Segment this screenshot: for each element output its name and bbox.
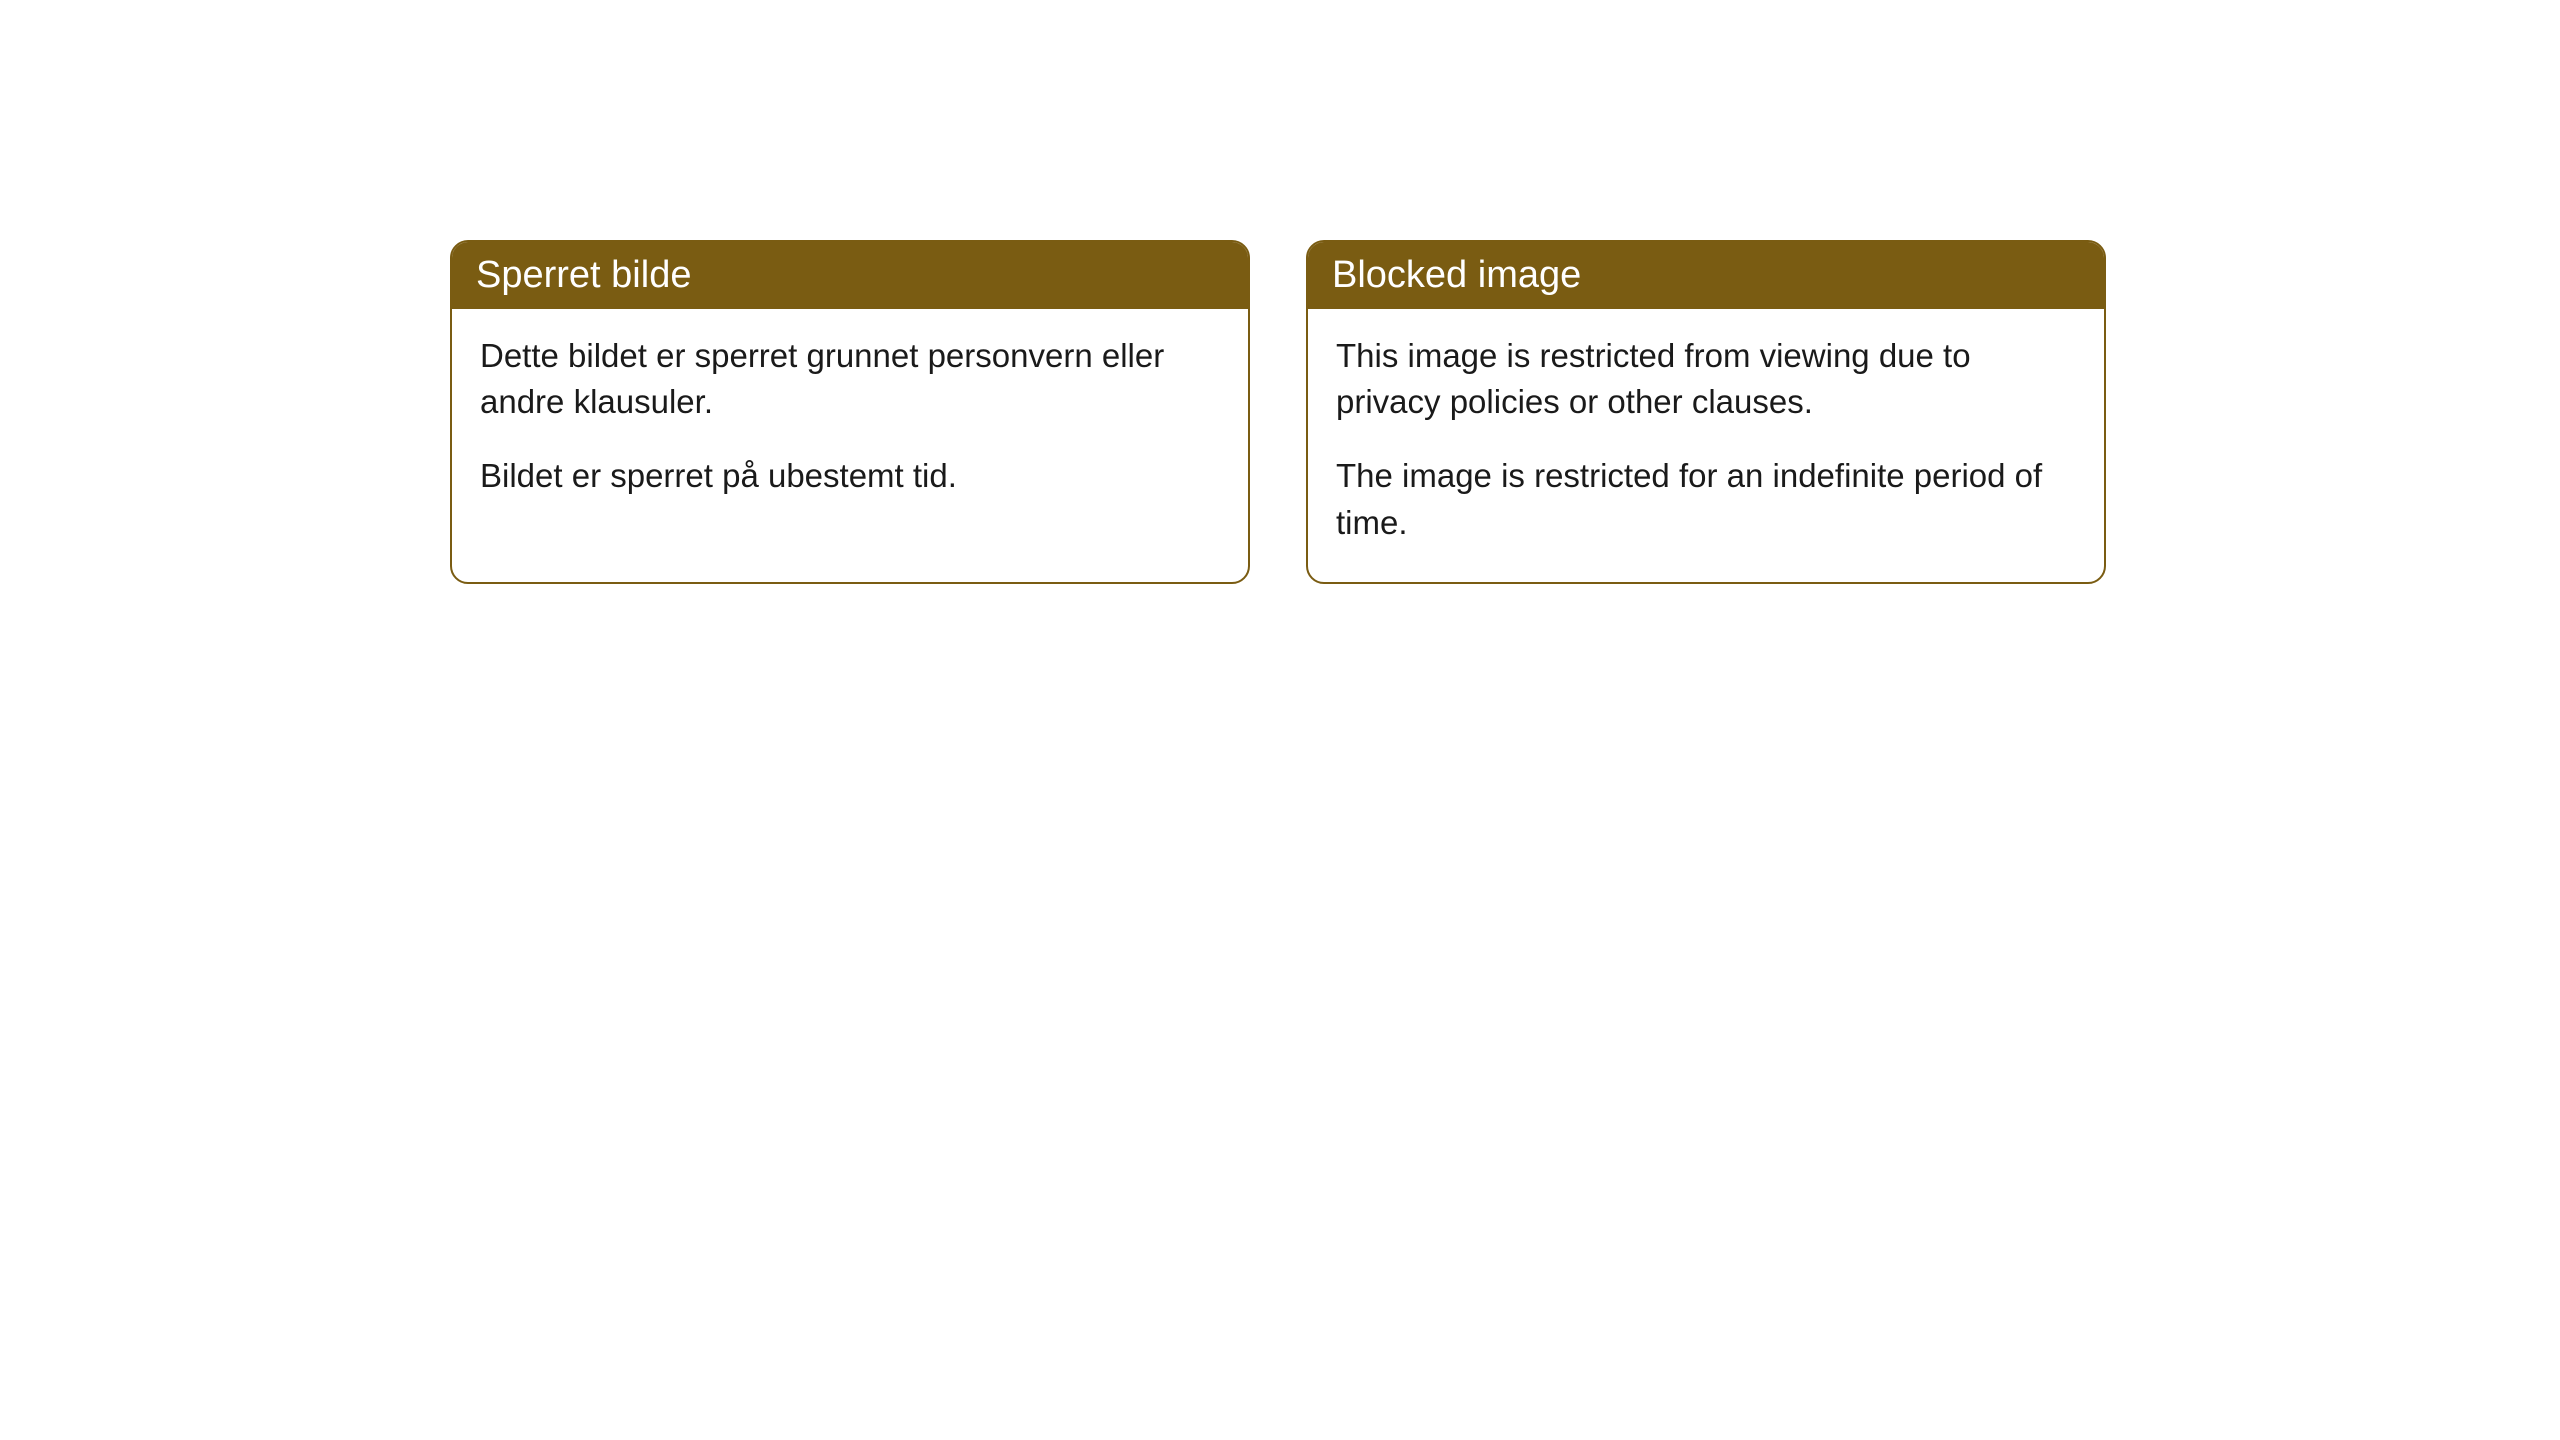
card-paragraph: This image is restricted from viewing du… [1336,333,2076,425]
card-header: Sperret bilde [452,242,1248,309]
card-paragraph: Dette bildet er sperret grunnet personve… [480,333,1220,425]
card-title: Sperret bilde [476,254,691,296]
notice-card-english: Blocked image This image is restricted f… [1306,240,2106,584]
card-paragraph: Bildet er sperret på ubestemt tid. [480,453,1220,499]
notice-cards-container: Sperret bilde Dette bildet er sperret gr… [450,240,2560,584]
card-body: This image is restricted from viewing du… [1308,309,2104,582]
card-title: Blocked image [1332,254,1581,296]
card-body: Dette bildet er sperret grunnet personve… [452,309,1248,536]
card-header: Blocked image [1308,242,2104,309]
card-paragraph: The image is restricted for an indefinit… [1336,453,2076,545]
notice-card-norwegian: Sperret bilde Dette bildet er sperret gr… [450,240,1250,584]
